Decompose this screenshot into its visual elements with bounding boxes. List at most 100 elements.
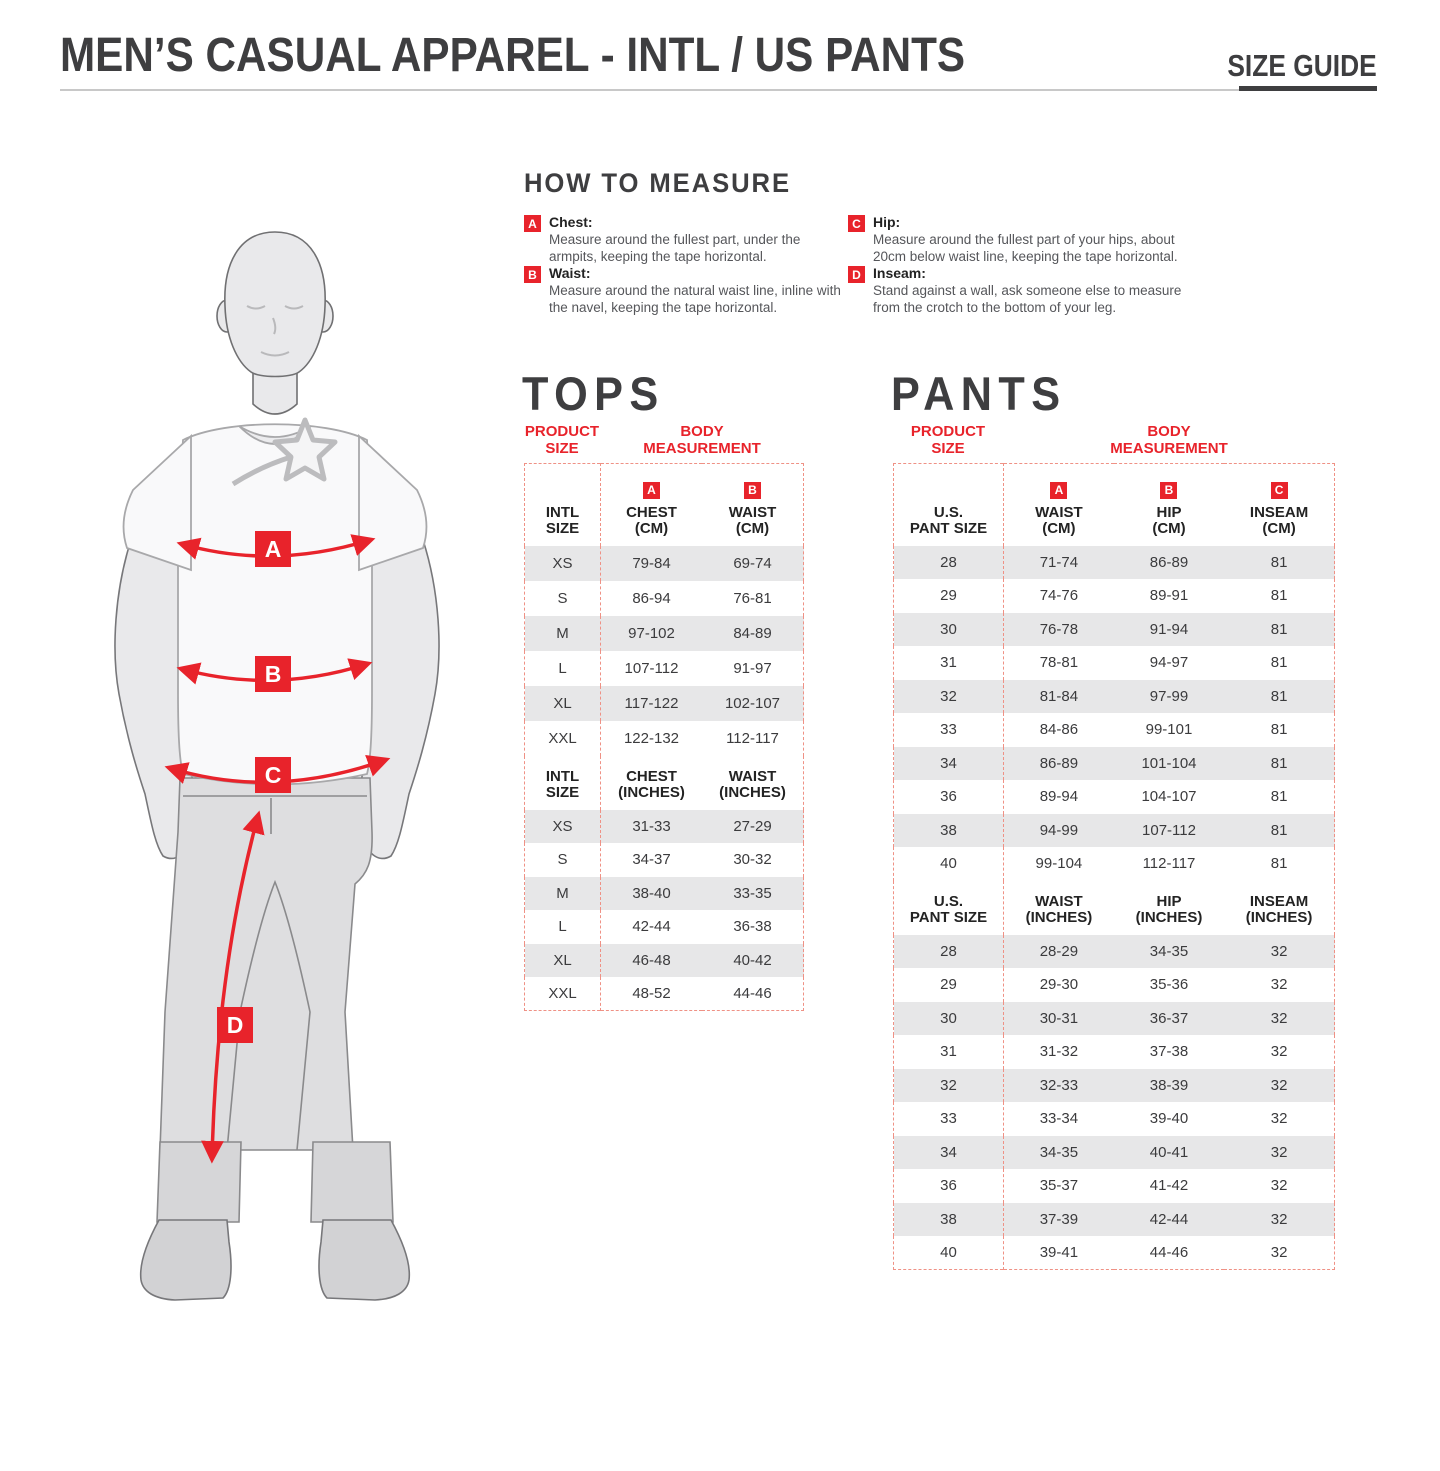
table-row: S 86-94 76-81: [524, 580, 804, 616]
table-cell-hip: 101-104: [1141, 754, 1197, 772]
table-cell-hip: 42-44: [1149, 1210, 1189, 1228]
pants-inches-rows: 28 28-29 34-35 32 29 29-30 35-36 32 30 30-31 36-37…: [893, 934, 1335, 1270]
table-cell-waist: 40-42: [733, 951, 772, 969]
table-cell-size: 28: [893, 934, 1004, 968]
how-to-measure-title: HOW TO MEASURE: [524, 168, 791, 198]
table-cell-inseam: 81: [1270, 620, 1288, 638]
tops-body-measurement-label: BODY MEASUREMENT: [643, 423, 761, 457]
header-divider: [60, 89, 1239, 91]
table-cell-size: XXL: [524, 977, 601, 1011]
pants-size-table: U.S. PANT SIZE A WAIST (CM) B HIP (CM) C IN…: [893, 463, 1335, 1270]
table-cell-size: 38: [893, 813, 1004, 847]
figure-head: [216, 231, 334, 415]
table-cell-waist: 34-35: [1039, 1143, 1079, 1161]
letter-a-badge: A: [643, 481, 660, 499]
table-row: 34 86-89 101-104 81: [893, 746, 1335, 780]
pants-inches-header: U.S. PANT SIZE WAIST (INCHES) HIP (INCHE…: [893, 880, 1335, 935]
column-header: WAIST (CM): [728, 503, 777, 537]
column-header: INTL SIZE: [545, 503, 580, 537]
page-title: MEN’S CASUAL APPAREL - INTL / US PANTS: [60, 29, 966, 82]
letter-a-badge: A: [1050, 481, 1068, 499]
table-cell-chest: 79-84: [632, 554, 671, 572]
table-cell-hip: 36-37: [1149, 1009, 1189, 1027]
table-row: 34 34-35 40-41 32: [893, 1135, 1335, 1169]
table-cell-waist: 33-35: [733, 884, 772, 902]
table-cell-size: 32: [893, 679, 1004, 713]
body-figure-illustration: A B C D: [114, 231, 440, 1301]
table-cell-waist: 44-46: [733, 985, 772, 1002]
table-cell-waist: 29-30: [1039, 976, 1079, 994]
table-cell-waist: 36-38: [733, 918, 772, 936]
table-cell-hip: 112-117: [1142, 855, 1196, 873]
pants-body-measurement-label: BODY MEASUREMENT: [1110, 423, 1228, 457]
table-cell-size: 34: [893, 1135, 1004, 1169]
table-row: M 97-102 84-89: [524, 615, 804, 651]
table-row: 38 37-39 42-44 32: [893, 1202, 1335, 1236]
column-header: INSEAM (CM): [1249, 503, 1309, 537]
table-cell-waist: 27-29: [733, 817, 772, 835]
table-cell-size: 38: [893, 1202, 1004, 1236]
table-row: XS 79-84 69-74: [524, 545, 804, 581]
table-row: 36 35-37 41-42 32: [893, 1169, 1335, 1203]
table-cell-hip: 99-101: [1145, 721, 1193, 739]
table-cell-size: 30: [893, 1001, 1004, 1035]
table-row: 28 71-74 86-89 81: [893, 545, 1335, 579]
table-cell-size: M: [524, 876, 601, 910]
figure-pants: [156, 777, 394, 1223]
table-cell-inseam: 81: [1270, 553, 1288, 571]
table-cell-inseam: 32: [1270, 1210, 1288, 1228]
table-cell-hip: 39-40: [1149, 1110, 1189, 1128]
table-cell-waist: 31-32: [1039, 1043, 1079, 1061]
table-cell-hip: 89-91: [1149, 587, 1189, 605]
table-row: 30 30-31 36-37 32: [893, 1001, 1335, 1035]
table-cell-waist: 76-81: [733, 589, 772, 607]
measure-label: Inseam:: [873, 265, 926, 281]
table-cell-waist: 30-31: [1039, 1009, 1079, 1027]
table-cell-waist: 71-74: [1039, 553, 1079, 571]
figure-tshirt: [122, 423, 428, 786]
svg-text:A: A: [265, 536, 282, 562]
table-row: 38 94-99 107-112 81: [893, 813, 1335, 847]
pants-cm-rows: 28 71-74 86-89 81 29 74-76 89-91 81 30 76-78 91-94…: [893, 545, 1335, 881]
column-header: U.S. PANT SIZE: [909, 503, 988, 537]
table-row: 31 78-81 94-97 81: [893, 646, 1335, 680]
marker-c-badge: C: [255, 757, 291, 793]
table-cell-inseam: 32: [1270, 1110, 1288, 1128]
measure-text: Measure around the fullest part, under t…: [549, 232, 801, 264]
table-cell-hip: 107-112: [1142, 821, 1196, 839]
table-cell-hip: 35-36: [1149, 976, 1189, 994]
letter-a-badge: A: [524, 215, 541, 232]
column-header: INSEAM (INCHES): [1245, 892, 1313, 926]
table-cell-waist: 91-97: [733, 659, 772, 677]
table-cell-waist: 32-33: [1039, 1076, 1079, 1094]
table-cell-chest: 31-33: [632, 817, 671, 835]
table-cell-inseam: 81: [1270, 855, 1288, 873]
table-cell-inseam: 81: [1270, 654, 1288, 672]
pants-section-title: PANTS: [891, 367, 1067, 420]
pants-cm-header: U.S. PANT SIZE A WAIST (CM) B HIP (CM) C IN…: [893, 463, 1335, 546]
pants-product-size-label: PRODUCT SIZE: [910, 423, 986, 457]
table-cell-size: 40: [893, 1236, 1004, 1270]
table-cell-waist: 112-117: [726, 729, 779, 747]
table-cell-size: S: [524, 843, 601, 877]
measure-item-hip: C Hip: Measure around the fullest part o…: [848, 214, 1194, 265]
table-cell-inseam: 32: [1270, 1177, 1288, 1195]
table-cell-hip: 38-39: [1149, 1076, 1189, 1094]
table-cell-size: 36: [893, 780, 1004, 814]
figure-face-lines: [246, 305, 304, 357]
tops-inches-rows: XS 31-33 27-29 S 34-37 30-32 M 38-40 33-35 L 42-44…: [524, 809, 804, 1011]
table-cell-size: XL: [524, 685, 601, 721]
table-cell-hip: 104-107: [1141, 788, 1197, 806]
how-to-measure-section: HOW TO MEASURE A Chest: Measure around t…: [524, 168, 1224, 316]
measure-text: Measure around the fullest part of your …: [873, 232, 1178, 264]
table-cell-chest: 122-132: [623, 729, 680, 747]
table-cell-hip: 44-46: [1149, 1244, 1189, 1261]
measure-label: Chest:: [549, 214, 593, 230]
table-row: 29 74-76 89-91 81: [893, 579, 1335, 613]
table-cell-waist: 84-89: [733, 624, 772, 642]
table-row: M 38-40 33-35: [524, 876, 804, 910]
svg-text:B: B: [265, 661, 282, 687]
table-cell-chest: 107-112: [624, 659, 679, 677]
letter-c-badge: C: [1270, 481, 1288, 499]
table-cell-size: XS: [524, 809, 601, 843]
